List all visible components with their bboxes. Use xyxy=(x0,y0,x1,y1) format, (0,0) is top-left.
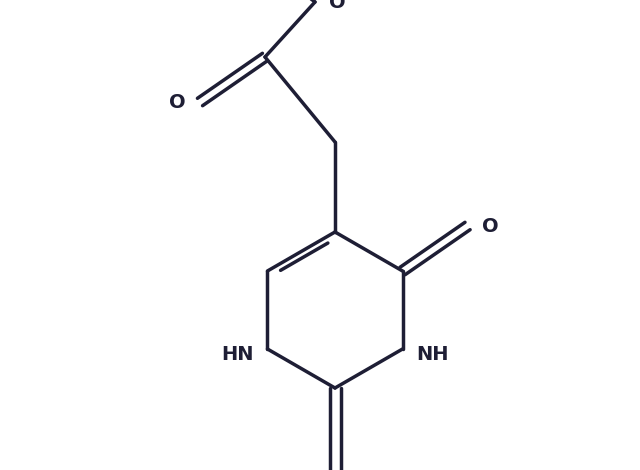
Text: NH: NH xyxy=(417,345,449,363)
Text: O: O xyxy=(329,0,346,11)
Text: O: O xyxy=(170,93,186,111)
Text: O: O xyxy=(481,217,498,235)
Text: HN: HN xyxy=(221,345,253,363)
